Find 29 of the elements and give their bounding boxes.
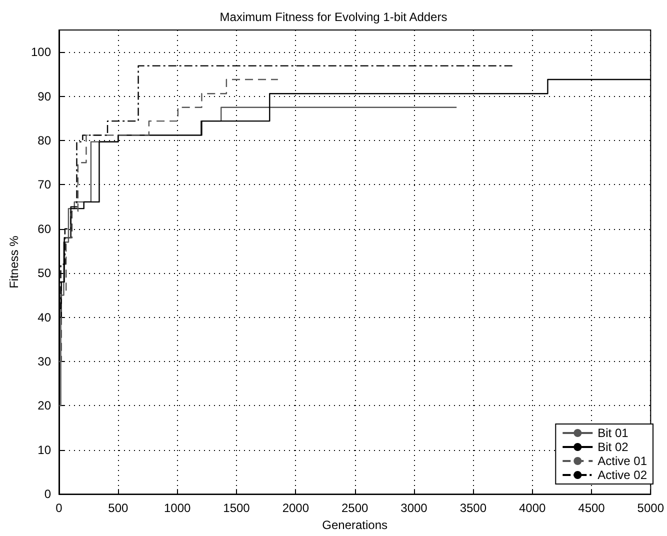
x-tick-label: 5000: [637, 501, 664, 516]
chart-title: Maximum Fitness for Evolving 1-bit Adders: [220, 10, 448, 24]
y-tick-label: 90: [38, 89, 52, 104]
y-tick-label: 20: [38, 398, 52, 413]
y-tick-label: 30: [38, 354, 52, 368]
x-tick-label: 1000: [164, 501, 191, 516]
x-tick-label: 3000: [400, 501, 428, 516]
y-axis-title: Fitness %: [7, 235, 22, 288]
x-tick-label: 500: [108, 501, 128, 516]
y-tick-label: 80: [38, 134, 52, 148]
x-tick-label: 2000: [282, 501, 310, 516]
y-tick-label: 10: [38, 442, 52, 457]
x-axis-title: Generations: [322, 518, 388, 532]
x-tick-label: 0: [56, 501, 63, 516]
legend-label: Bit 01: [598, 426, 629, 440]
x-tick-label: 1500: [223, 501, 250, 516]
x-tick-label: 3500: [460, 501, 487, 516]
x-tick-label: 4500: [578, 501, 606, 516]
y-tick-label: 50: [38, 266, 52, 280]
x-tick-label: 2500: [341, 501, 368, 516]
y-tick-label: 40: [38, 310, 52, 324]
y-tick-label: 0: [44, 487, 52, 502]
legend-label: Active 02: [598, 468, 648, 482]
y-tick-label: 100: [30, 45, 52, 60]
y-tick-label: 60: [38, 222, 52, 236]
y-tick-label: 70: [38, 178, 52, 192]
legend-label: Active 01: [598, 454, 648, 468]
legend-label: Bit 02: [598, 440, 629, 454]
x-tick-label: 4000: [518, 501, 546, 516]
